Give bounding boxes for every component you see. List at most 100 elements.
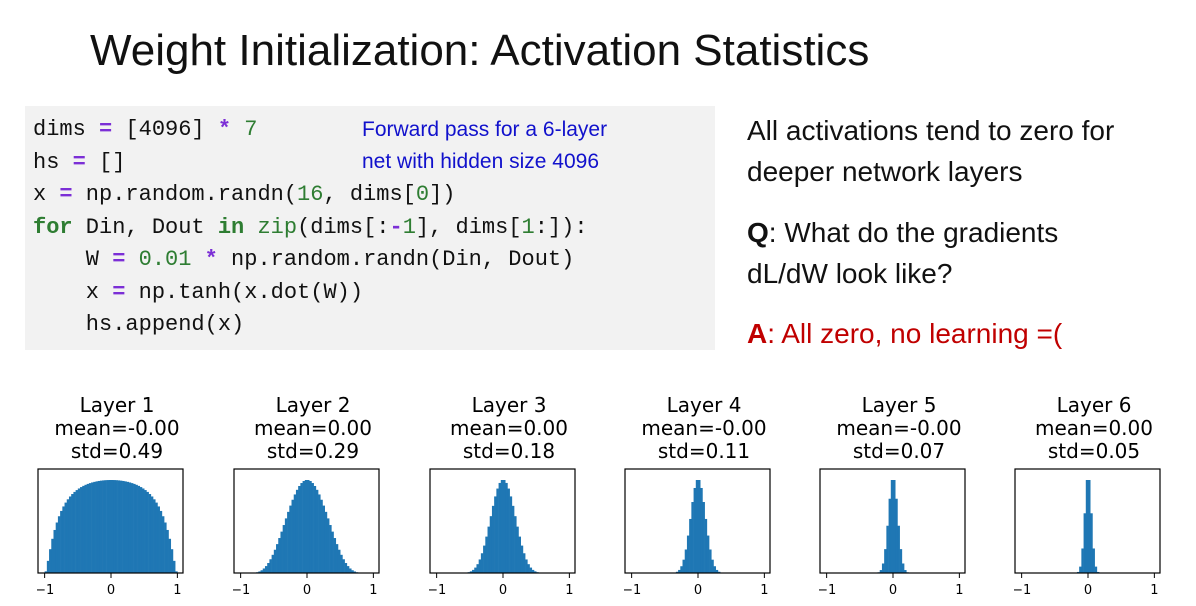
code-token: np.random.randn(Din, Dout) <box>217 247 575 272</box>
histogram-bar <box>682 559 686 573</box>
histogram-bar <box>1088 480 1091 573</box>
histogram-bar <box>520 545 524 573</box>
answer-label: A <box>747 318 768 349</box>
histogram-bar <box>884 549 887 573</box>
histogram-bar <box>324 511 328 573</box>
code-token: np.tanh(x.dot(W)) <box>125 279 364 305</box>
histogram-bar <box>289 505 292 573</box>
histogram-bar <box>709 549 712 573</box>
x-tick-label: −1 <box>37 583 54 598</box>
histogram-bar <box>80 487 83 573</box>
histogram-bar <box>115 480 118 573</box>
histogram-bar <box>498 482 502 573</box>
x-tick-label: 0 <box>694 583 702 598</box>
code-token: (dims[: <box>297 214 390 240</box>
histogram-bar <box>480 553 484 573</box>
histogram-bar <box>97 480 101 573</box>
histogram-bar <box>691 502 694 573</box>
histogram-bar <box>901 563 905 573</box>
histogram-bar <box>531 569 535 573</box>
x-tick-label: 0 <box>107 583 115 598</box>
code-token: = <box>112 279 126 305</box>
observation-line-1: All activations tend to zero for <box>747 115 1115 146</box>
question-label: Q <box>747 217 769 248</box>
std-label: std=0.07 <box>852 439 946 463</box>
code-token: :]): <box>534 214 588 240</box>
histogram-bar <box>478 559 482 573</box>
histogram-bar <box>686 535 690 573</box>
histogram-title: Layer 2 mean=0.00 std=0.29 <box>193 394 433 463</box>
layer-label: Layer 3 <box>471 393 547 417</box>
histogram-bar <box>295 489 299 573</box>
code-token: np.random.randn( <box>72 182 298 207</box>
code-token <box>191 247 204 272</box>
histogram-bar <box>77 488 81 573</box>
histogram-bar <box>144 490 147 573</box>
histogram-bar <box>1090 513 1093 573</box>
histogram-bar <box>57 516 61 573</box>
histogram-bar <box>141 488 145 573</box>
histogram-bar <box>313 485 317 573</box>
question-line-2: dL/dW look like? <box>747 258 953 289</box>
x-tick-label: −1 <box>429 583 446 598</box>
histogram-bar <box>298 485 301 573</box>
code-token: 1 <box>521 214 535 240</box>
histogram-bar <box>315 489 319 573</box>
histogram-bar <box>514 516 517 573</box>
code-annotation-line-1: Forward pass for a 6-layer <box>362 118 608 141</box>
code-token: hs <box>33 149 73 175</box>
histogram-bar <box>320 499 323 573</box>
histogram-bar <box>529 567 533 573</box>
histogram-bar <box>55 522 59 573</box>
histogram-bar <box>353 571 356 573</box>
histogram-bar <box>698 480 701 573</box>
x-tick-label: −1 <box>1014 583 1031 598</box>
histogram-bar <box>91 482 94 573</box>
code-token: = <box>99 117 113 142</box>
histogram-bar <box>483 545 486 573</box>
histogram-bar <box>49 549 52 573</box>
code-token: 16 <box>297 182 324 207</box>
histogram-bar <box>51 538 54 573</box>
histogram-bar <box>284 518 288 573</box>
code-token <box>231 117 244 142</box>
histogram-bar <box>146 491 149 573</box>
histogram-bar <box>311 483 314 573</box>
histogram-bar <box>702 502 705 573</box>
layer-label: Layer 4 <box>666 393 742 417</box>
histogram-bar <box>518 536 521 573</box>
histogram-plot: −1 0 1 <box>233 468 380 598</box>
observation-text: All activations tend to zero for deeper … <box>747 110 1187 192</box>
histogram-bar <box>329 525 332 573</box>
histogram-bar <box>888 498 892 573</box>
histogram-bar <box>130 483 134 573</box>
mean-label: mean=-0.00 <box>836 416 962 440</box>
histogram-bar <box>893 480 896 573</box>
histogram-bar <box>276 544 279 573</box>
histogram-bar <box>264 566 268 573</box>
code-token: x <box>33 279 113 305</box>
layer-label: Layer 2 <box>275 393 351 417</box>
histogram-bar <box>886 525 889 573</box>
histogram-bar <box>153 499 156 573</box>
histogram-bar <box>93 481 96 573</box>
histogram-bar <box>304 480 308 573</box>
x-tick-label: −1 <box>819 583 836 598</box>
histogram-bar <box>108 480 112 573</box>
histogram-bar <box>86 483 90 573</box>
histogram-bar <box>469 571 473 573</box>
code-token: 0.01 <box>138 247 192 272</box>
histogram-bar <box>680 566 683 573</box>
histogram-bar <box>879 570 883 573</box>
histogram-bar <box>269 559 272 573</box>
histogram-panel-layer-1: Layer 1 mean=-0.00 std=0.49 −1 0 1 <box>37 394 197 606</box>
histogram-plot: −1 0 1 <box>819 468 966 598</box>
code-token: 1 <box>402 214 416 240</box>
histogram-bar <box>337 549 341 573</box>
histogram-bar <box>322 505 325 573</box>
code-token: 7 <box>244 117 258 142</box>
histogram-bar <box>1079 566 1082 573</box>
histogram-bar <box>344 563 348 573</box>
histogram-bar <box>302 481 306 573</box>
histogram-bar <box>106 480 110 573</box>
